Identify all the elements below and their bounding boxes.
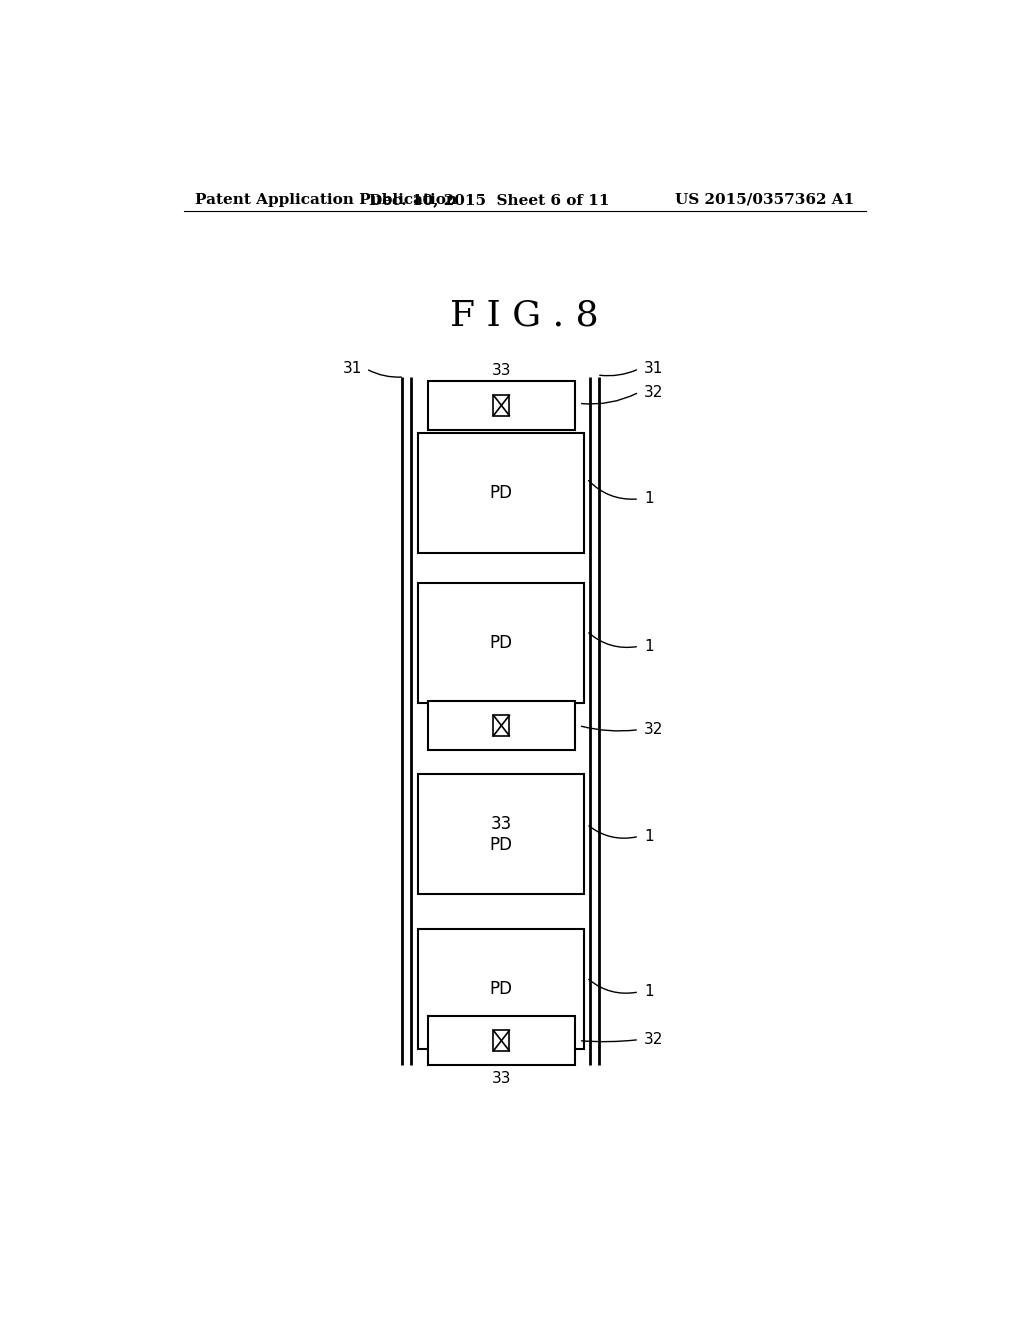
- Text: 1: 1: [644, 491, 653, 507]
- Text: 33
PD: 33 PD: [489, 814, 512, 854]
- Bar: [494, 715, 509, 735]
- Text: US 2015/0357362 A1: US 2015/0357362 A1: [675, 193, 854, 207]
- Bar: [428, 701, 574, 750]
- Bar: [418, 583, 585, 704]
- Text: 1: 1: [644, 985, 653, 999]
- Text: 1: 1: [644, 829, 653, 843]
- Bar: [494, 395, 509, 416]
- Bar: [418, 433, 585, 553]
- Bar: [418, 775, 585, 894]
- Bar: [428, 381, 574, 430]
- Text: 32: 32: [644, 722, 664, 737]
- Bar: [494, 1031, 509, 1051]
- Bar: [418, 929, 585, 1049]
- Text: Dec. 10, 2015  Sheet 6 of 11: Dec. 10, 2015 Sheet 6 of 11: [369, 193, 609, 207]
- Text: PD: PD: [489, 979, 512, 998]
- Text: 1: 1: [644, 639, 653, 653]
- Text: 32: 32: [644, 1032, 664, 1047]
- Text: 33: 33: [492, 1071, 511, 1086]
- Bar: [428, 1016, 574, 1065]
- Text: F I G . 8: F I G . 8: [451, 298, 599, 333]
- Text: PD: PD: [489, 484, 512, 502]
- Text: 31: 31: [644, 362, 664, 376]
- Text: 31: 31: [343, 362, 362, 376]
- Text: 33: 33: [492, 363, 511, 378]
- Text: Patent Application Publication: Patent Application Publication: [196, 193, 458, 207]
- Text: PD: PD: [489, 634, 512, 652]
- Text: 32: 32: [644, 384, 664, 400]
